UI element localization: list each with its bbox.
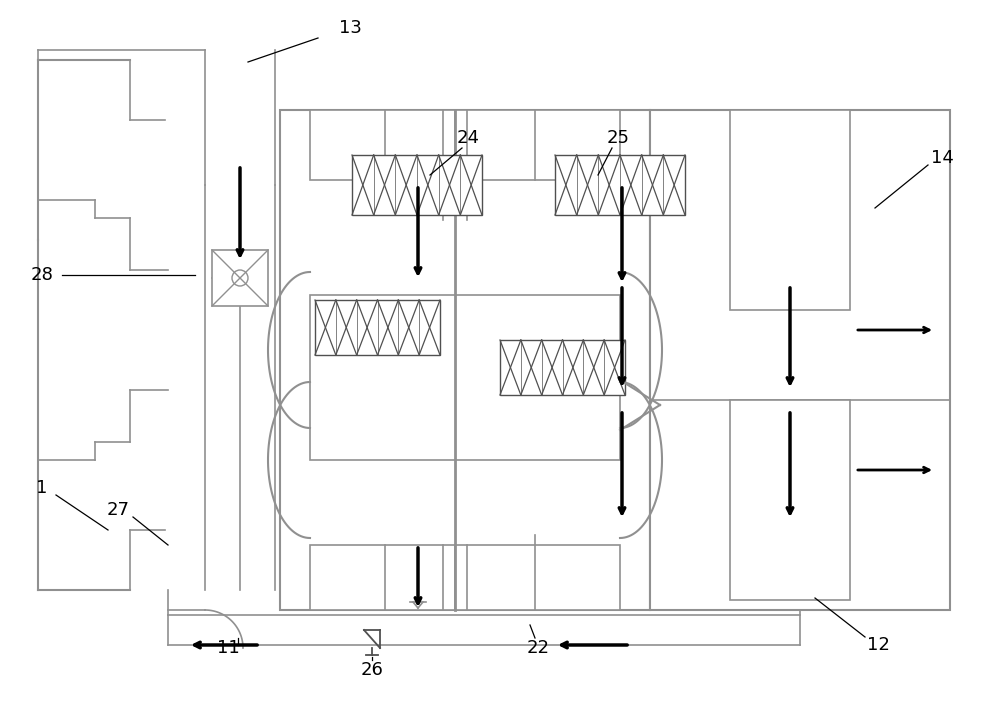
Bar (280, 110, 650, 610)
Text: 11: 11 (217, 639, 239, 657)
Text: 26: 26 (361, 661, 383, 679)
Text: 27: 27 (106, 501, 130, 519)
Text: 1: 1 (36, 479, 48, 497)
Text: 24: 24 (456, 129, 480, 147)
Bar (212, 250, 268, 306)
Text: 12: 12 (867, 636, 889, 654)
Text: 22: 22 (526, 639, 550, 657)
Text: 25: 25 (606, 129, 630, 147)
Text: 28: 28 (31, 266, 53, 284)
Text: 14: 14 (931, 149, 953, 167)
Bar (730, 400, 850, 600)
Bar (310, 545, 620, 610)
Bar (310, 110, 620, 180)
Bar (310, 295, 620, 460)
Bar (352, 155, 482, 215)
Bar (730, 110, 850, 310)
Bar (500, 340, 625, 395)
Bar (315, 300, 440, 355)
Bar (650, 110, 950, 610)
Bar (555, 155, 685, 215)
Text: 13: 13 (339, 19, 361, 37)
